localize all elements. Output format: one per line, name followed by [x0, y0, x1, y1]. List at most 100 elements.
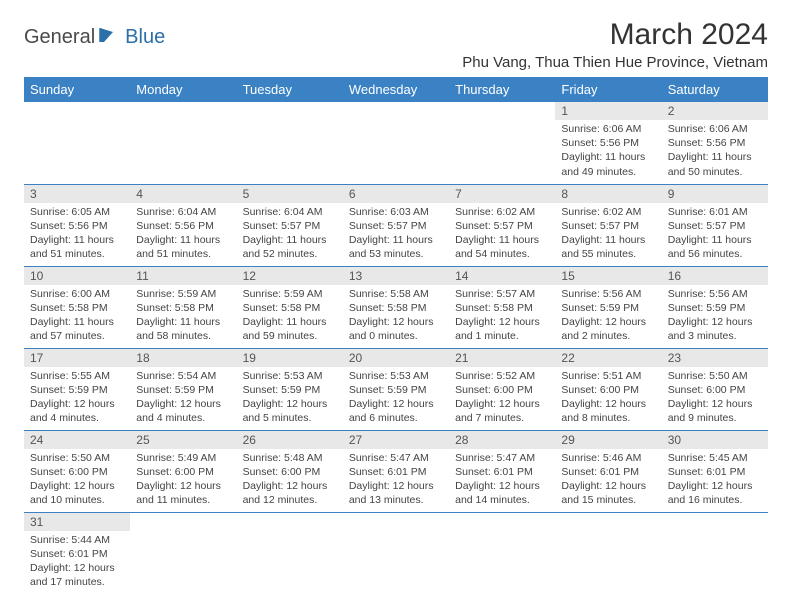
day-content: Sunrise: 5:47 AMSunset: 6:01 PMDaylight:…: [343, 449, 449, 512]
weekday-header: Friday: [555, 77, 661, 102]
calendar-cell: 10Sunrise: 6:00 AMSunset: 5:58 PMDayligh…: [24, 266, 130, 348]
calendar-cell: 2Sunrise: 6:06 AMSunset: 5:56 PMDaylight…: [662, 102, 768, 184]
day-number: 19: [237, 349, 343, 367]
calendar-cell: 23Sunrise: 5:50 AMSunset: 6:00 PMDayligh…: [662, 348, 768, 430]
day-number: 7: [449, 185, 555, 203]
day-number: 6: [343, 185, 449, 203]
calendar-cell: 21Sunrise: 5:52 AMSunset: 6:00 PMDayligh…: [449, 348, 555, 430]
day-number: 20: [343, 349, 449, 367]
calendar-cell: 25Sunrise: 5:49 AMSunset: 6:00 PMDayligh…: [130, 430, 236, 512]
day-number: 25: [130, 431, 236, 449]
day-number: 24: [24, 431, 130, 449]
calendar-cell: [343, 102, 449, 184]
calendar-cell: 3Sunrise: 6:05 AMSunset: 5:56 PMDaylight…: [24, 184, 130, 266]
day-content: Sunrise: 6:06 AMSunset: 5:56 PMDaylight:…: [555, 120, 661, 183]
day-number: 18: [130, 349, 236, 367]
calendar-cell: 16Sunrise: 5:56 AMSunset: 5:59 PMDayligh…: [662, 266, 768, 348]
day-content: Sunrise: 5:53 AMSunset: 5:59 PMDaylight:…: [343, 367, 449, 430]
day-content: Sunrise: 5:48 AMSunset: 6:00 PMDaylight:…: [237, 449, 343, 512]
calendar-cell: 29Sunrise: 5:46 AMSunset: 6:01 PMDayligh…: [555, 430, 661, 512]
day-content: Sunrise: 6:02 AMSunset: 5:57 PMDaylight:…: [449, 203, 555, 266]
title-block: March 2024 Phu Vang, Thua Thien Hue Prov…: [462, 18, 768, 71]
logo: General Blue: [24, 18, 165, 49]
day-content: Sunrise: 5:59 AMSunset: 5:58 PMDaylight:…: [130, 285, 236, 348]
day-content: Sunrise: 5:44 AMSunset: 6:01 PMDaylight:…: [24, 531, 130, 594]
day-number: 3: [24, 185, 130, 203]
day-content: Sunrise: 6:03 AMSunset: 5:57 PMDaylight:…: [343, 203, 449, 266]
calendar-cell: 13Sunrise: 5:58 AMSunset: 5:58 PMDayligh…: [343, 266, 449, 348]
day-content: Sunrise: 5:57 AMSunset: 5:58 PMDaylight:…: [449, 285, 555, 348]
day-content: Sunrise: 5:49 AMSunset: 6:00 PMDaylight:…: [130, 449, 236, 512]
day-content: Sunrise: 6:01 AMSunset: 5:57 PMDaylight:…: [662, 203, 768, 266]
calendar-cell: 27Sunrise: 5:47 AMSunset: 6:01 PMDayligh…: [343, 430, 449, 512]
day-number: 15: [555, 267, 661, 285]
calendar-body: 1Sunrise: 6:06 AMSunset: 5:56 PMDaylight…: [24, 102, 768, 594]
calendar-cell: 9Sunrise: 6:01 AMSunset: 5:57 PMDaylight…: [662, 184, 768, 266]
day-content: Sunrise: 6:05 AMSunset: 5:56 PMDaylight:…: [24, 203, 130, 266]
header: General Blue March 2024 Phu Vang, Thua T…: [24, 18, 768, 71]
day-number: 31: [24, 513, 130, 531]
calendar-row: 3Sunrise: 6:05 AMSunset: 5:56 PMDaylight…: [24, 184, 768, 266]
calendar-cell: 6Sunrise: 6:03 AMSunset: 5:57 PMDaylight…: [343, 184, 449, 266]
day-number: 12: [237, 267, 343, 285]
calendar-cell: 5Sunrise: 6:04 AMSunset: 5:57 PMDaylight…: [237, 184, 343, 266]
calendar-cell: [662, 512, 768, 594]
calendar-cell: 28Sunrise: 5:47 AMSunset: 6:01 PMDayligh…: [449, 430, 555, 512]
weekday-header: Wednesday: [343, 77, 449, 102]
day-content: Sunrise: 6:02 AMSunset: 5:57 PMDaylight:…: [555, 203, 661, 266]
weekday-header: Saturday: [662, 77, 768, 102]
day-number: 14: [449, 267, 555, 285]
calendar-cell: 19Sunrise: 5:53 AMSunset: 5:59 PMDayligh…: [237, 348, 343, 430]
day-number: 21: [449, 349, 555, 367]
weekday-header: Monday: [130, 77, 236, 102]
calendar-row: 31Sunrise: 5:44 AMSunset: 6:01 PMDayligh…: [24, 512, 768, 594]
calendar-table: SundayMondayTuesdayWednesdayThursdayFrid…: [24, 77, 768, 594]
calendar-cell: 11Sunrise: 5:59 AMSunset: 5:58 PMDayligh…: [130, 266, 236, 348]
calendar-cell: 22Sunrise: 5:51 AMSunset: 6:00 PMDayligh…: [555, 348, 661, 430]
day-content: Sunrise: 5:58 AMSunset: 5:58 PMDaylight:…: [343, 285, 449, 348]
calendar-cell: 14Sunrise: 5:57 AMSunset: 5:58 PMDayligh…: [449, 266, 555, 348]
calendar-cell: [449, 512, 555, 594]
logo-text-general: General: [24, 26, 95, 49]
day-content: Sunrise: 5:55 AMSunset: 5:59 PMDaylight:…: [24, 367, 130, 430]
day-content: Sunrise: 5:50 AMSunset: 6:00 PMDaylight:…: [662, 367, 768, 430]
day-content: Sunrise: 5:59 AMSunset: 5:58 PMDaylight:…: [237, 285, 343, 348]
calendar-row: 17Sunrise: 5:55 AMSunset: 5:59 PMDayligh…: [24, 348, 768, 430]
calendar-cell: 12Sunrise: 5:59 AMSunset: 5:58 PMDayligh…: [237, 266, 343, 348]
calendar-cell: 24Sunrise: 5:50 AMSunset: 6:00 PMDayligh…: [24, 430, 130, 512]
calendar-cell: 30Sunrise: 5:45 AMSunset: 6:01 PMDayligh…: [662, 430, 768, 512]
day-number: 2: [662, 102, 768, 120]
calendar-cell: 7Sunrise: 6:02 AMSunset: 5:57 PMDaylight…: [449, 184, 555, 266]
calendar-cell: [343, 512, 449, 594]
day-content: Sunrise: 5:46 AMSunset: 6:01 PMDaylight:…: [555, 449, 661, 512]
day-number: 27: [343, 431, 449, 449]
calendar-cell: 31Sunrise: 5:44 AMSunset: 6:01 PMDayligh…: [24, 512, 130, 594]
day-number: 17: [24, 349, 130, 367]
calendar-row: 10Sunrise: 6:00 AMSunset: 5:58 PMDayligh…: [24, 266, 768, 348]
day-number: 5: [237, 185, 343, 203]
day-number: 26: [237, 431, 343, 449]
day-number: 13: [343, 267, 449, 285]
calendar-cell: [555, 512, 661, 594]
day-number: 11: [130, 267, 236, 285]
calendar-cell: [130, 102, 236, 184]
calendar-row: 1Sunrise: 6:06 AMSunset: 5:56 PMDaylight…: [24, 102, 768, 184]
day-content: Sunrise: 5:50 AMSunset: 6:00 PMDaylight:…: [24, 449, 130, 512]
calendar-cell: 4Sunrise: 6:04 AMSunset: 5:56 PMDaylight…: [130, 184, 236, 266]
day-content: Sunrise: 5:53 AMSunset: 5:59 PMDaylight:…: [237, 367, 343, 430]
day-content: Sunrise: 6:04 AMSunset: 5:57 PMDaylight:…: [237, 203, 343, 266]
day-content: Sunrise: 5:54 AMSunset: 5:59 PMDaylight:…: [130, 367, 236, 430]
calendar-cell: 20Sunrise: 5:53 AMSunset: 5:59 PMDayligh…: [343, 348, 449, 430]
flag-icon: [99, 26, 123, 49]
weekday-header: Sunday: [24, 77, 130, 102]
page-title: March 2024: [462, 18, 768, 52]
day-content: Sunrise: 6:04 AMSunset: 5:56 PMDaylight:…: [130, 203, 236, 266]
calendar-cell: [237, 102, 343, 184]
day-content: Sunrise: 6:06 AMSunset: 5:56 PMDaylight:…: [662, 120, 768, 183]
day-content: Sunrise: 5:47 AMSunset: 6:01 PMDaylight:…: [449, 449, 555, 512]
weekday-header: Thursday: [449, 77, 555, 102]
calendar-cell: 15Sunrise: 5:56 AMSunset: 5:59 PMDayligh…: [555, 266, 661, 348]
day-number: 22: [555, 349, 661, 367]
day-number: 8: [555, 185, 661, 203]
calendar-cell: [237, 512, 343, 594]
